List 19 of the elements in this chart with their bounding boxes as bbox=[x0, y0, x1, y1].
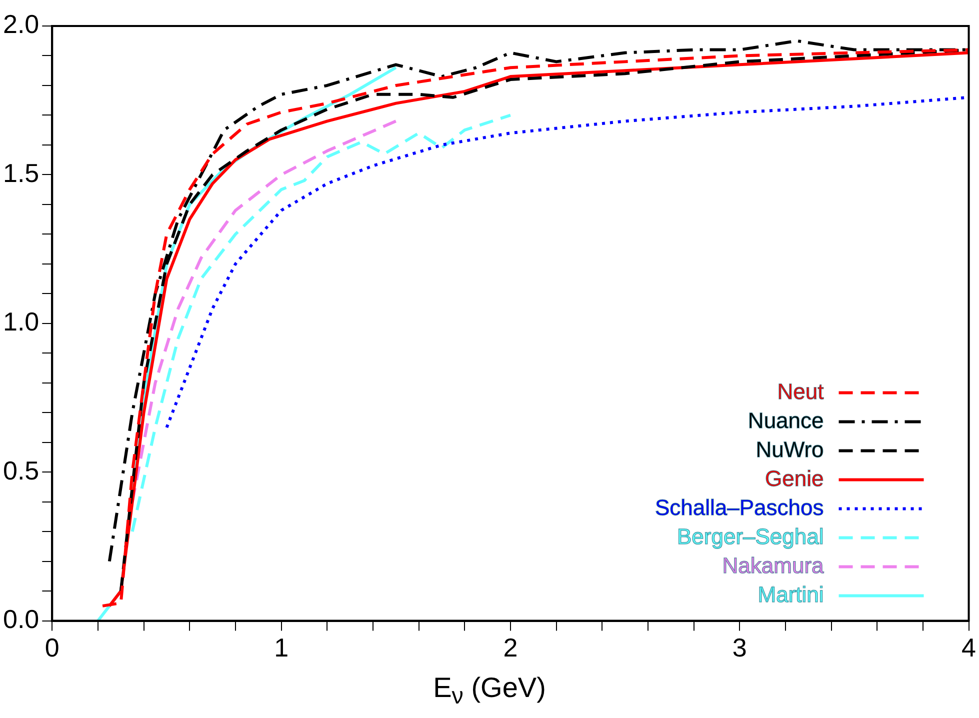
x-axis-title: E$_{ν}$ (GeV) bbox=[432, 672, 547, 710]
legend-label: Nakamura bbox=[722, 552, 825, 578]
x-tick-label: 0 bbox=[44, 632, 60, 663]
legend-label: Neut bbox=[777, 378, 824, 404]
y-tick-label: 1.5 bbox=[2, 158, 40, 188]
x-tick-label: 2 bbox=[503, 632, 518, 663]
y-tick-label: 0.0 bbox=[2, 604, 40, 634]
legend-label: Nuance bbox=[748, 408, 824, 433]
legend-label: Martini bbox=[758, 582, 824, 607]
legend-label: Schalla–Paschos bbox=[654, 494, 824, 520]
x-tick-label: 4 bbox=[962, 632, 976, 663]
y-tick-label: 1.0 bbox=[2, 306, 40, 337]
legend-label: NuWro bbox=[756, 436, 824, 462]
y-tick-label: 0.5 bbox=[2, 455, 40, 486]
x-tick-label: 3 bbox=[732, 632, 747, 663]
y-tick-label: 2.0 bbox=[2, 9, 40, 40]
x-tick-label: 1 bbox=[274, 632, 289, 663]
legend-label: Genie bbox=[765, 466, 824, 491]
legend-label: Berger–Seghal bbox=[676, 524, 824, 549]
